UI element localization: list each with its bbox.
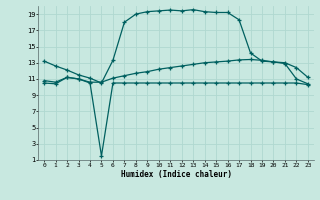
- X-axis label: Humidex (Indice chaleur): Humidex (Indice chaleur): [121, 170, 231, 179]
